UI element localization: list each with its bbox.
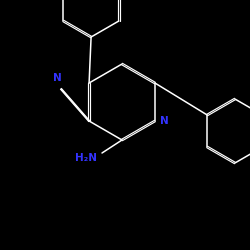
Text: N: N: [160, 116, 168, 126]
Text: H₂N: H₂N: [75, 153, 97, 163]
Text: N: N: [53, 73, 62, 83]
